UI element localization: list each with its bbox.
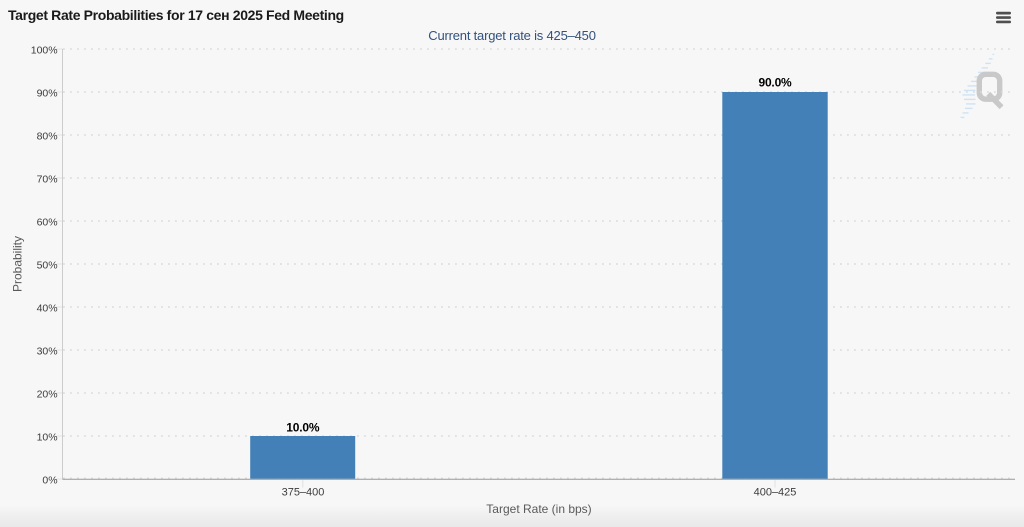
svg-text:Current target rate is 425–450: Current target rate is 425–450 [428,28,595,43]
svg-text:90.0%: 90.0% [758,75,792,89]
svg-text:20%: 20% [37,388,58,400]
svg-text:0%: 0% [42,474,57,486]
svg-text:375–400: 375–400 [282,487,325,499]
svg-text:100%: 100% [31,44,58,56]
svg-text:30%: 30% [37,345,58,357]
svg-text:Target Rate Probabilities for: Target Rate Probabilities for 17 сен 202… [8,7,344,23]
svg-text:60%: 60% [37,216,58,228]
svg-text:Probability: Probability [11,236,25,292]
svg-text:90%: 90% [37,87,58,99]
svg-text:40%: 40% [37,302,58,314]
svg-text:Target Rate (in bps): Target Rate (in bps) [486,502,591,516]
svg-text:80%: 80% [37,130,58,142]
svg-text:50%: 50% [37,259,58,271]
svg-text:10.0%: 10.0% [286,420,320,434]
svg-text:70%: 70% [37,173,58,185]
svg-text:400–425: 400–425 [754,487,797,499]
svg-text:10%: 10% [37,431,58,443]
